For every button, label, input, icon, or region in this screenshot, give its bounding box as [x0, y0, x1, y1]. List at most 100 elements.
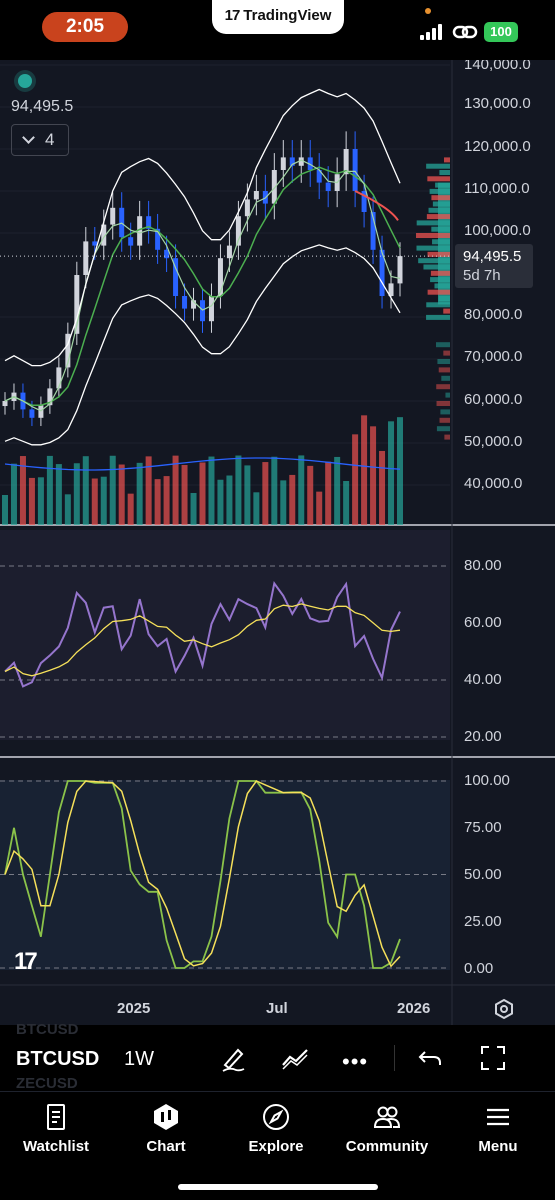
chart-icon	[154, 1104, 178, 1130]
stoch-scale-label: 50.00	[464, 866, 502, 883]
volume-profile-bar	[430, 270, 450, 276]
fullscreen-icon[interactable]	[478, 1043, 508, 1073]
ma-line	[4, 166, 401, 406]
volume-bar	[325, 461, 332, 525]
legend-last-price: 94,495.5	[11, 98, 74, 115]
volume-bar	[37, 477, 44, 525]
volume-profile-bar	[438, 367, 450, 373]
volume-bar	[370, 426, 377, 525]
undo-icon[interactable]	[416, 1043, 446, 1073]
interval-button[interactable]: 1W	[124, 1048, 154, 1070]
tab-menu[interactable]: Menu	[448, 1102, 548, 1162]
candle	[316, 170, 322, 183]
chevron-down-icon	[22, 131, 35, 144]
last-price-tag: 94,495.5 5d 7h	[455, 244, 533, 288]
candle	[47, 388, 53, 406]
candle	[74, 275, 80, 334]
time-axis-label: Jul	[266, 1000, 288, 1017]
candle	[101, 224, 107, 246]
volume-bar	[91, 478, 98, 525]
volume-profile-bar	[435, 182, 450, 188]
volume-bar	[280, 480, 287, 525]
volume-bar	[253, 492, 260, 525]
symbol-button[interactable]: BTCUSD	[16, 1048, 100, 1070]
app-name: TradingView	[243, 7, 332, 24]
price-scale-label: 120,000.0	[464, 138, 531, 155]
home-indicator	[178, 1184, 378, 1190]
candle	[164, 249, 170, 259]
volume-profile-bar	[416, 220, 450, 226]
volume-ma-line	[4, 457, 401, 471]
volume-bar	[19, 456, 26, 525]
indicators-count: 4	[45, 130, 55, 149]
volume-bar	[118, 464, 125, 525]
trendline-icon[interactable]	[280, 1043, 310, 1073]
tab-watchlist[interactable]: Watchlist	[6, 1102, 106, 1162]
draw-icon[interactable]	[218, 1043, 248, 1073]
candle	[128, 237, 134, 246]
volume-bar	[244, 465, 251, 525]
toolbar-divider	[394, 1045, 395, 1071]
volume-bar	[397, 417, 403, 525]
volume-bar	[361, 415, 368, 525]
menu-icon	[487, 1108, 509, 1126]
volume-profile-bar	[443, 350, 450, 356]
volume-profile-bar	[439, 417, 450, 423]
volume-bar	[154, 479, 161, 525]
ma-line	[4, 159, 401, 412]
volume-bar	[235, 455, 242, 525]
volume-bar	[2, 495, 8, 525]
ghost-symbol: ZECUSD	[16, 1075, 78, 1092]
more-icon[interactable]: •••	[342, 1049, 369, 1074]
candle	[280, 157, 286, 170]
volume-profile-bar	[427, 176, 450, 182]
tab-chart[interactable]: Chart	[116, 1102, 216, 1162]
rsi-ma-line	[4, 603, 401, 677]
volume-profile-bar	[427, 289, 450, 295]
candle	[352, 149, 358, 191]
volume-profile-bar	[444, 157, 450, 163]
tab-explore[interactable]: Explore	[226, 1102, 326, 1162]
volume-bar	[127, 493, 134, 525]
link-icon	[452, 22, 478, 42]
rsi-line	[4, 580, 401, 688]
candle	[325, 182, 331, 191]
candle	[29, 409, 35, 418]
tab-label: Explore	[248, 1138, 304, 1155]
volume-bar	[172, 455, 179, 525]
volume-bar	[208, 456, 215, 525]
status-bar: 2:05 17 TradingView 100	[0, 0, 555, 60]
candle	[289, 157, 295, 166]
stoch-scale-label: 100.00	[464, 772, 510, 789]
price-scale-label: 50,000.0	[464, 433, 523, 450]
chart-canvas[interactable]	[0, 60, 555, 1025]
market-status-icon[interactable]	[18, 74, 32, 88]
volume-bar	[271, 456, 278, 525]
candle	[271, 170, 277, 204]
candle	[119, 207, 125, 238]
tradingview-watermark-icon[interactable]: 17	[14, 948, 38, 975]
chart-settings-icon[interactable]	[493, 998, 515, 1020]
chart-area[interactable]: 94,495.5 4 140,000.0 130,000.0 120,000.0…	[0, 60, 555, 1025]
volume-bar	[100, 476, 107, 525]
volume-profile-bar	[429, 188, 450, 194]
volume-profile-bar	[426, 163, 450, 169]
volume-bar	[55, 464, 62, 525]
candle	[208, 296, 214, 322]
tab-community[interactable]: Community	[337, 1102, 437, 1162]
tradingview-badge[interactable]: 17 TradingView	[212, 0, 344, 34]
volume-bar	[307, 465, 314, 525]
indicators-toggle-button[interactable]: 4	[11, 124, 69, 156]
volume-profile-bar	[436, 342, 450, 348]
candle	[226, 245, 232, 259]
candle	[307, 157, 313, 170]
volume-profile-bar	[416, 233, 450, 238]
volume-profile-bar	[426, 302, 450, 308]
volume-profile-bar	[445, 392, 450, 398]
volume-bar	[82, 456, 89, 525]
candle	[92, 241, 98, 246]
candle	[397, 256, 403, 284]
bollinger-lower	[4, 244, 401, 446]
volume-bar	[163, 476, 170, 525]
volume-bar	[352, 434, 359, 525]
